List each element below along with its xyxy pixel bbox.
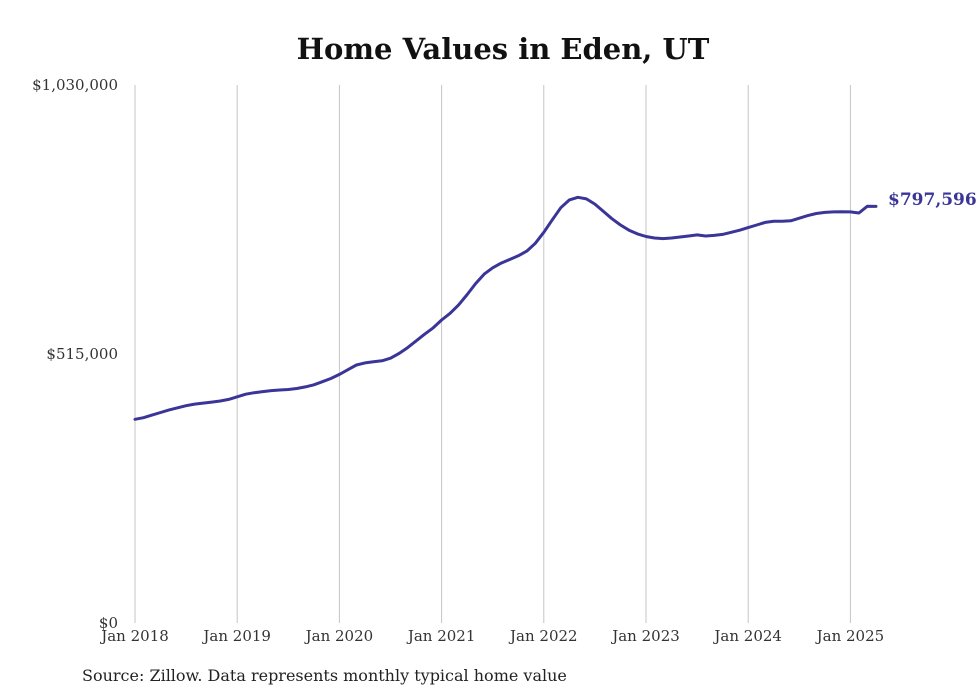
source-note: Source: Zillow. Data represents monthly … (82, 666, 567, 685)
series-line (133, 195, 878, 421)
x-tick-label: Jan 2019 (201, 627, 271, 645)
x-tick-label: Jan 2025 (815, 627, 885, 645)
x-axis-ticks: Jan 2018 Jan 2019 Jan 2020 Jan 2021 Jan 2022… (99, 627, 884, 645)
end-value-label: $797,596 (888, 190, 977, 210)
x-tick-label: Jan 2020 (304, 627, 374, 645)
x-tick-label: Jan 2021 (406, 627, 476, 645)
x-tick-label: Jan 2024 (712, 627, 782, 645)
y-tick-label: $1,030,000 (32, 76, 118, 94)
y-tick-label: $0 (99, 614, 118, 632)
chart-title: Home Values in Eden, UT (297, 32, 710, 66)
x-tick-label: Jan 2023 (610, 627, 680, 645)
gridlines (134, 85, 851, 623)
y-tick-label: $515,000 (46, 345, 118, 363)
y-axis-ticks: $0 $515,000 $1,030,000 (32, 76, 118, 632)
x-tick-label: Jan 2018 (99, 627, 169, 645)
x-tick-label: Jan 2022 (508, 627, 578, 645)
